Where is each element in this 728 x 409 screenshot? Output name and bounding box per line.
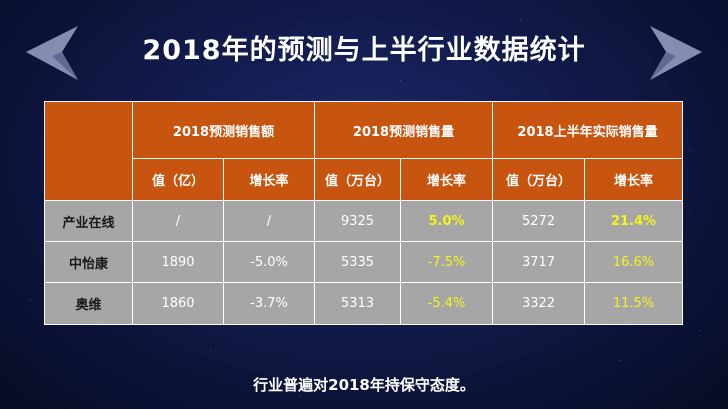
table-cell: -7.5%	[400, 241, 493, 283]
table-cell: 1860	[132, 282, 224, 325]
table-cell: -5.4%	[400, 282, 493, 325]
group-header-sales-volume: 2018预测销售量	[314, 101, 493, 159]
table-cell: 5272	[492, 200, 585, 242]
table-row: 产业在线 / / 9325 5.0% 5272 21.4%	[44, 200, 683, 242]
table-cell: 5.0%	[400, 200, 493, 242]
table-cell: 16.6%	[584, 241, 683, 283]
group-header-actual-volume: 2018上半年实际销售量	[492, 101, 683, 159]
page-title: 2018年的预测与上半行业数据统计	[142, 35, 586, 66]
table-cell: 9325	[314, 200, 401, 242]
corner-header-cell	[44, 101, 133, 201]
table-row: 中怡康 1890 -5.0% 5335 -7.5% 3717 16.6%	[44, 241, 683, 283]
subheader-growth: 增长率	[223, 158, 315, 201]
table-cell: 3717	[492, 241, 585, 283]
subheader-growth: 增长率	[584, 158, 683, 201]
table-cell: 5313	[314, 282, 401, 325]
table-cell: -3.7%	[223, 282, 315, 325]
table-cell: 11.5%	[584, 282, 683, 325]
table-cell: 21.4%	[584, 200, 683, 242]
table-cell: 3322	[492, 282, 585, 325]
row-label: 奥维	[44, 282, 133, 325]
row-label: 中怡康	[44, 241, 133, 283]
group-header-sales-amount: 2018预测销售额	[132, 101, 315, 159]
sales-data-table: 2018预测销售额 2018预测销售量 2018上半年实际销售量 值（亿） 增长…	[44, 101, 683, 325]
table-row: 奥维 1860 -3.7% 5313 -5.4% 3322 11.5%	[44, 282, 683, 325]
footer-note: 行业普遍对2018年持保守态度。	[253, 376, 475, 394]
table-cell: 1890	[132, 241, 224, 283]
chevron-right-icon	[650, 26, 702, 80]
subheader-value: 值（亿）	[132, 158, 224, 201]
table-cell: /	[223, 200, 315, 242]
subheader-growth: 增长率	[400, 158, 493, 201]
row-label: 产业在线	[44, 200, 133, 242]
table-cell: /	[132, 200, 224, 242]
table-cell: 5335	[314, 241, 401, 283]
chevron-left-icon	[26, 26, 78, 80]
table-cell: -5.0%	[223, 241, 315, 283]
subheader-value: 值（万台）	[314, 158, 401, 201]
subheader-value: 值（万台）	[492, 158, 585, 201]
